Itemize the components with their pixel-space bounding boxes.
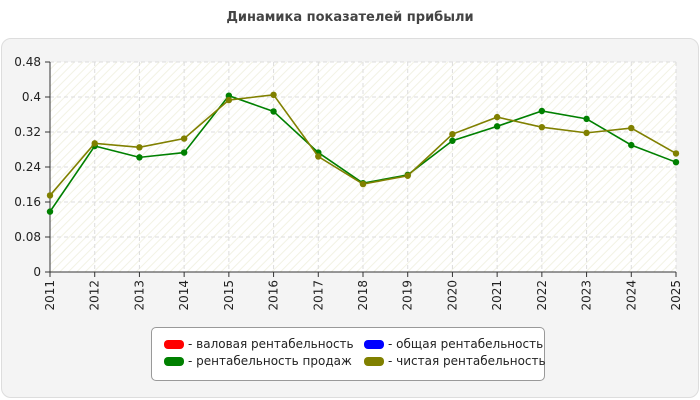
data-point: [225, 92, 233, 99]
data-point: [270, 108, 277, 115]
data-point: [583, 129, 590, 137]
legend-swatch-net-margin: [364, 356, 384, 366]
y-tick-label: 0.32: [14, 125, 41, 139]
data-point: [180, 135, 188, 142]
y-tick-label: 0.48: [14, 55, 41, 69]
legend: - валовая рентабельность - общая рентабе…: [151, 327, 546, 381]
data-point: [538, 123, 546, 131]
y-tick-labels: 0 0.08 0.16 0.24 0.32 0.4 0.48: [14, 55, 41, 279]
legend-swatch-gross-margin: [164, 339, 184, 349]
x-tick-label: 2014: [177, 280, 191, 311]
x-tick-label: 2018: [356, 280, 370, 311]
legend-swatch-total-margin: [364, 339, 384, 349]
x-tick-label: 2020: [445, 280, 459, 311]
legend-item-gross-margin: - валовая рентабельность: [164, 337, 354, 351]
data-point: [404, 172, 411, 179]
data-point: [449, 137, 456, 144]
legend-swatch-sales-margin: [164, 356, 184, 366]
y-tick-label: 0: [33, 265, 41, 279]
y-tick-label: 0.16: [14, 195, 41, 209]
x-tick-labels: 2011 2012 2013 2014 2015 2016 2017 2018 2019 2020…: [43, 280, 683, 311]
legend-label-sales-margin: - рентабельность продаж: [188, 354, 352, 368]
x-tick-label: 2013: [132, 280, 146, 311]
data-point: [359, 180, 367, 188]
data-point: [136, 154, 143, 161]
x-tick-label: 2019: [401, 280, 415, 311]
y-tick-label: 0.4: [22, 90, 41, 104]
series-lines: [46, 91, 680, 215]
data-point: [672, 158, 680, 166]
data-point: [270, 91, 277, 99]
x-tick-label: 2023: [580, 280, 594, 311]
data-point: [672, 150, 680, 157]
data-point: [449, 130, 456, 138]
x-tick-label: 2012: [88, 280, 102, 311]
y-tick-label: 0.08: [14, 230, 41, 244]
x-tick-label: 2022: [535, 280, 549, 311]
data-point: [180, 149, 188, 156]
data-point: [315, 153, 322, 160]
data-point: [46, 208, 54, 215]
x-tick-label: 2025: [669, 280, 683, 311]
grid-lines: [49, 61, 677, 272]
data-point: [583, 115, 590, 123]
data-point: [46, 192, 54, 199]
x-tick-label: 2015: [222, 280, 236, 311]
legend-label-total-margin: - общая рентабельность: [388, 337, 544, 351]
legend-label-gross-margin: - валовая рентабельность: [188, 337, 354, 351]
x-tick-label: 2011: [43, 280, 57, 311]
legend-item-net-margin: - чистая рентабельность: [364, 354, 546, 368]
data-point: [91, 140, 98, 147]
x-tick-label: 2017: [311, 280, 325, 311]
x-tick-label: 2016: [267, 280, 281, 311]
data-point: [538, 107, 546, 115]
data-point: [628, 141, 635, 149]
data-point: [136, 144, 143, 151]
data-point: [225, 96, 233, 104]
axes: [45, 61, 677, 277]
chart-title: Динамика показателей прибыли: [226, 10, 474, 25]
x-tick-label: 2024: [624, 280, 638, 311]
x-tick-label: 2021: [490, 280, 504, 311]
data-point: [493, 113, 501, 121]
y-tick-label: 0.24: [14, 160, 41, 174]
data-point: [628, 124, 635, 132]
legend-item-total-margin: - общая рентабельность: [364, 337, 543, 351]
data-point: [493, 123, 501, 130]
legend-item-sales-margin: - рентабельность продаж: [164, 354, 352, 368]
legend-label-net-margin: - чистая рентабельность: [388, 354, 546, 368]
